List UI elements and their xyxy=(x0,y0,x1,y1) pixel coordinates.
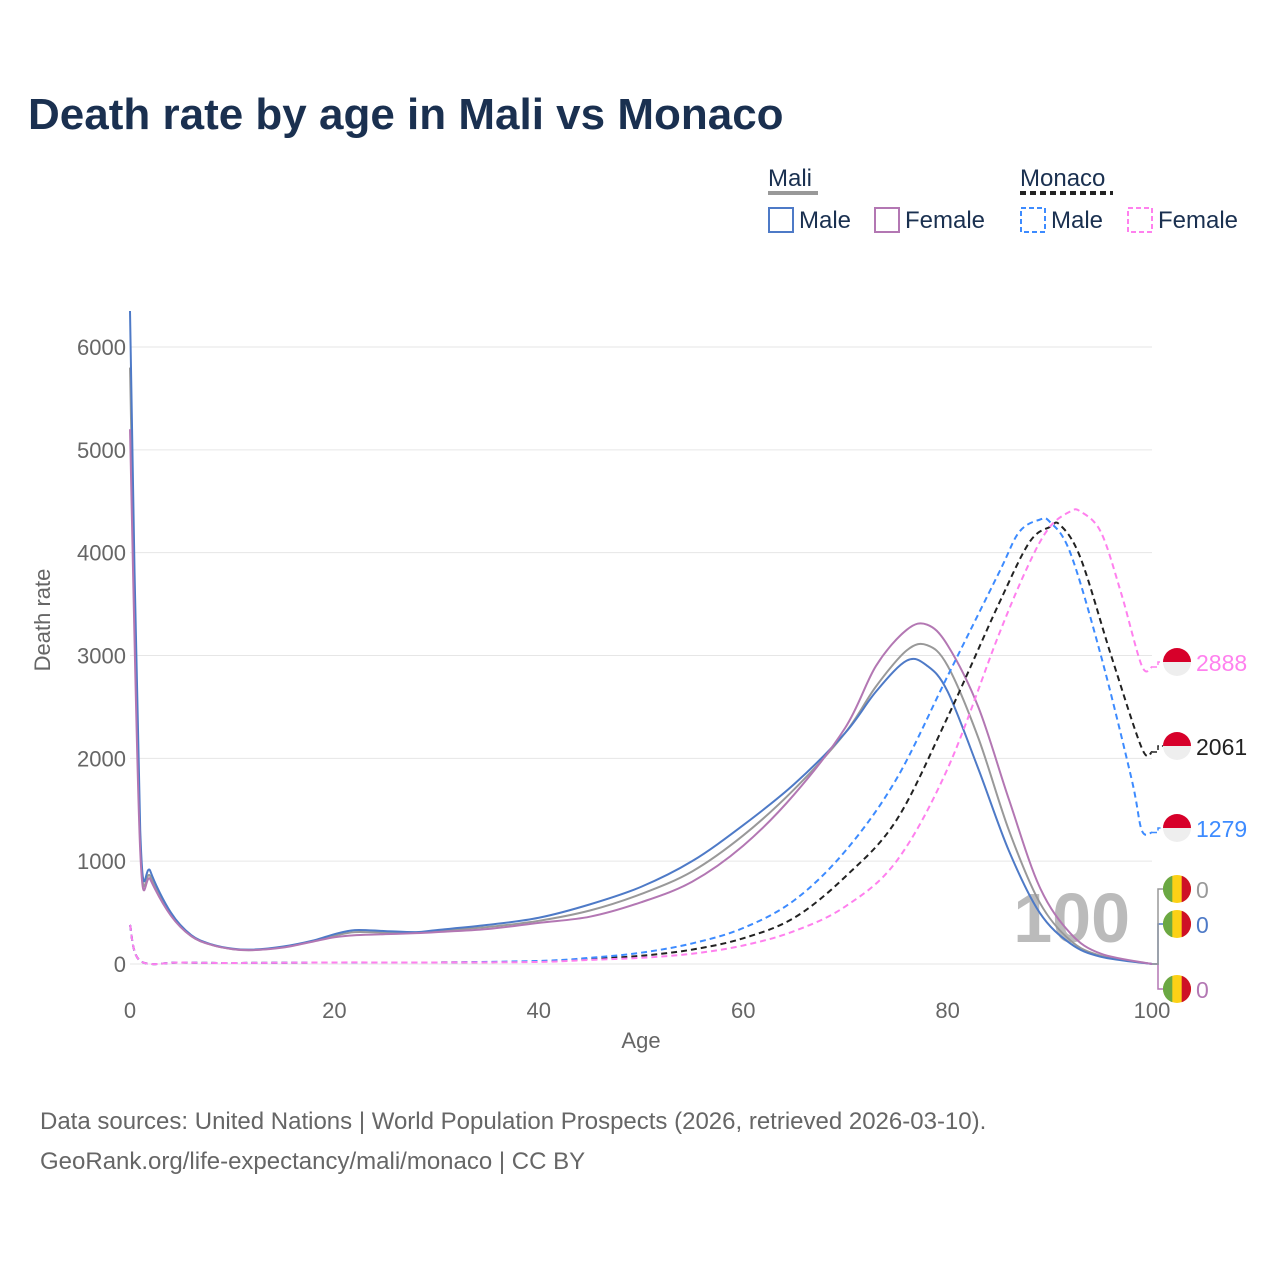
monaco-flag-red xyxy=(1163,814,1191,828)
legend-item-female[interactable]: Female xyxy=(1158,207,1238,234)
monaco-flag-red xyxy=(1163,732,1191,746)
y-tick-label: 5000 xyxy=(77,438,126,463)
chart-title: Death rate by age in Mali vs Monaco xyxy=(28,90,784,139)
series-line-mali-male xyxy=(129,310,1153,965)
end-value-label: 2888 xyxy=(1196,650,1247,676)
mali-flag-red xyxy=(1181,875,1192,903)
end-value-label: 1279 xyxy=(1196,816,1247,842)
y-tick-label: 4000 xyxy=(77,541,126,566)
end-connector xyxy=(1152,827,1163,834)
y-tick-label: 6000 xyxy=(77,335,126,360)
end-value-label: 0 xyxy=(1196,877,1209,903)
x-tick-label: 60 xyxy=(731,998,755,1023)
x-tick-label: 0 xyxy=(124,998,136,1023)
series-line-monaco-total xyxy=(129,521,1153,966)
mali-flag-red xyxy=(1181,975,1192,1003)
x-tick-label: 100 xyxy=(1134,998,1171,1023)
mali-flag-green xyxy=(1162,910,1173,938)
legend-group-mali[interactable]: Mali xyxy=(768,165,812,192)
end-connector xyxy=(1152,963,1163,990)
end-connector xyxy=(1152,888,1163,965)
end-value-label: 0 xyxy=(1196,977,1209,1003)
x-tick-label: 20 xyxy=(322,998,346,1023)
series-line-monaco-female xyxy=(129,508,1153,966)
end-value-label: 2061 xyxy=(1196,734,1247,760)
legend-swatch[interactable] xyxy=(768,207,794,233)
x-axis-label: Age xyxy=(621,1028,660,1053)
end-connector xyxy=(1152,745,1163,753)
legend-swatch[interactable] xyxy=(874,207,900,233)
y-tick-label: 1000 xyxy=(77,849,126,874)
legend-item-male[interactable]: Male xyxy=(799,207,851,234)
series-line-monaco-male xyxy=(129,517,1153,966)
legend-group-monaco[interactable]: Monaco xyxy=(1020,165,1105,192)
mali-flag-green xyxy=(1162,975,1173,1003)
y-tick-label: 2000 xyxy=(77,746,126,771)
source-url: GeoRank.org/life-expectancy/mali/monaco … xyxy=(40,1148,586,1175)
end-value-label: 0 xyxy=(1196,912,1209,938)
end-connector xyxy=(1152,661,1163,668)
y-axis-label: Death rate xyxy=(30,569,55,672)
legend-item-female[interactable]: Female xyxy=(905,207,985,234)
x-tick-label: 80 xyxy=(935,998,959,1023)
y-tick-label: 3000 xyxy=(77,644,126,669)
mali-flag-red xyxy=(1181,910,1192,938)
legend-item-male[interactable]: Male xyxy=(1051,207,1103,234)
series-line-mali-female xyxy=(129,429,1153,965)
source-note: Data sources: United Nations | World Pop… xyxy=(40,1108,987,1135)
y-tick-label: 0 xyxy=(114,952,126,977)
mali-flag-green xyxy=(1162,875,1173,903)
x-tick-label: 40 xyxy=(527,998,551,1023)
monaco-flag-red xyxy=(1163,648,1191,662)
legend-swatch[interactable] xyxy=(1020,207,1046,233)
legend-swatch[interactable] xyxy=(1127,207,1153,233)
series-line-mali-total xyxy=(129,367,1153,965)
